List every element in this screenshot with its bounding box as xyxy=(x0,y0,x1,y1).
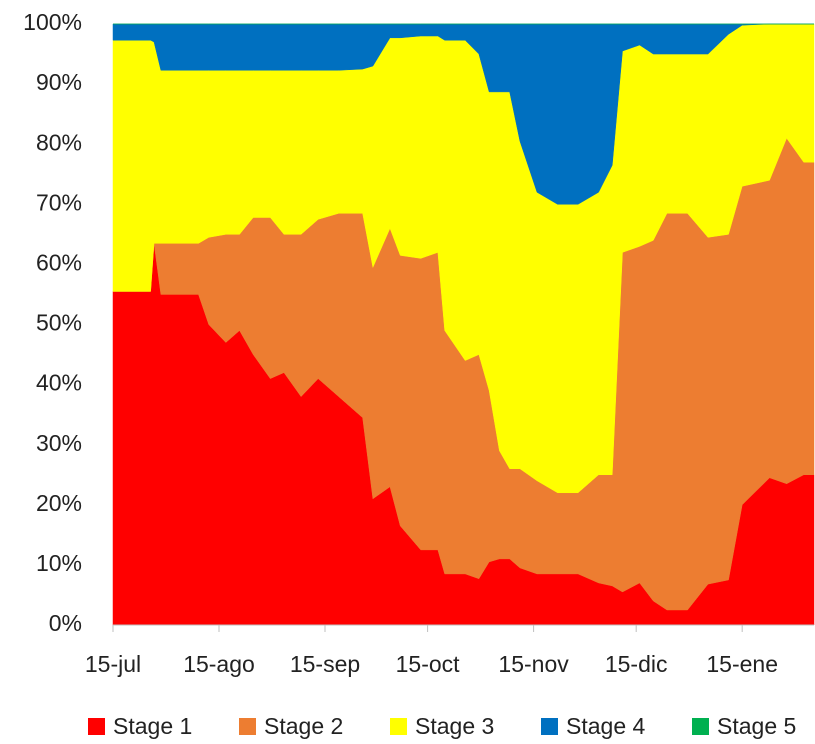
y-tick-label: 0% xyxy=(49,610,82,636)
legend-label: Stage 1 xyxy=(113,713,192,739)
y-tick-label: 30% xyxy=(36,430,82,456)
y-tick-label: 80% xyxy=(36,129,82,155)
legend-swatch xyxy=(88,718,105,735)
y-tick-label: 40% xyxy=(36,370,82,396)
y-tick-label: 60% xyxy=(36,249,82,275)
y-tick-label: 70% xyxy=(36,189,82,215)
legend-swatch xyxy=(390,718,407,735)
y-tick-label: 90% xyxy=(36,69,82,95)
legend-label: Stage 5 xyxy=(717,713,796,739)
legend-label: Stage 4 xyxy=(566,713,645,739)
y-tick-label: 100% xyxy=(23,9,82,35)
legend-label: Stage 3 xyxy=(415,713,494,739)
x-tick-label: 15-ago xyxy=(183,651,255,677)
x-tick-label: 15-nov xyxy=(498,651,569,677)
legend-swatch xyxy=(239,718,256,735)
x-tick-label: 15-oct xyxy=(396,651,461,677)
y-tick-label: 20% xyxy=(36,490,82,516)
x-tick-label: 15-dic xyxy=(605,651,668,677)
x-tick-label: 15-sep xyxy=(290,651,360,677)
y-tick-label: 50% xyxy=(36,310,82,336)
legend-swatch xyxy=(692,718,709,735)
legend-swatch xyxy=(541,718,558,735)
y-tick-label: 10% xyxy=(36,550,82,576)
x-tick-label: 15-jul xyxy=(85,651,141,677)
x-tick-label: 15-ene xyxy=(706,651,778,677)
legend-label: Stage 2 xyxy=(264,713,343,739)
